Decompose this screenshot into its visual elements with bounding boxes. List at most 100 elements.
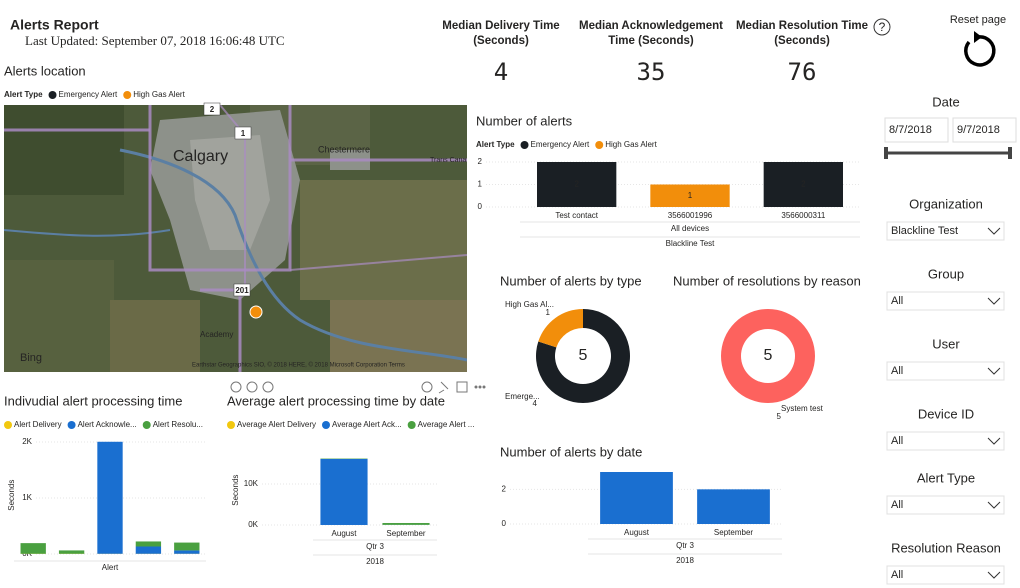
kpi-value: 76 [788, 58, 817, 86]
dropdown-value[interactable]: Blackline Test [891, 225, 958, 237]
dropdown-chevron[interactable] [987, 227, 1001, 235]
x-tick-label: 3566001996 [668, 211, 713, 220]
legend-label: Alert Delivery [14, 420, 62, 429]
dropdown-chevron[interactable] [987, 367, 1001, 375]
map-title: Alerts location [4, 63, 86, 78]
legend-title: Alert Type [476, 140, 515, 149]
x-tick-label: August [332, 529, 358, 538]
kpi-value: 4 [494, 58, 508, 86]
data-label: 2 [801, 180, 806, 189]
legend-label: High Gas Alert [605, 140, 657, 149]
kpi-label: Median Delivery Time [442, 20, 559, 32]
donut-total: 5 [579, 347, 588, 364]
date-value[interactable]: 9/7/2018 [957, 124, 1000, 136]
kpi-label: Median Resolution Time [736, 20, 868, 32]
reset-label[interactable]: Reset page [950, 14, 1006, 26]
last-updated: Last Updated: September 07, 2018 16:06:4… [25, 33, 285, 48]
road-shield-label: 1 [241, 129, 246, 138]
x-tick-label: 3566000311 [781, 211, 825, 220]
legend-title: Alert Type [4, 90, 43, 99]
x-tick-label: Test contact [555, 211, 598, 220]
data-label: 2 [574, 180, 579, 189]
bar [320, 458, 368, 525]
dropdown-chevron[interactable] [987, 297, 1001, 305]
dropdown[interactable] [886, 565, 1005, 585]
bar [763, 162, 843, 207]
help-icon[interactable]: ? [879, 20, 886, 34]
x-group-label: 2018 [366, 557, 384, 566]
legend-dot [48, 91, 57, 99]
chart-title: Number of alerts by date [500, 444, 642, 459]
kpi-label: Median Acknowledgement [579, 20, 723, 32]
legend-label: Emergency Alert [59, 90, 118, 99]
dropdown-chevron[interactable] [987, 437, 1001, 445]
road-shield [203, 102, 221, 116]
dropdown-chevron[interactable] [987, 501, 1001, 509]
x-group-label: Qtr 3 [366, 542, 384, 551]
y-axis-title: Seconds [231, 475, 240, 506]
legend-dot [520, 141, 529, 149]
road-shield [233, 283, 251, 297]
map-place: Academy [200, 330, 233, 339]
help-circle[interactable] [873, 18, 891, 36]
date-input[interactable] [952, 117, 1017, 143]
x-group-label: Blackline Test [666, 239, 716, 248]
reset-icon[interactable] [964, 31, 996, 67]
donut-slice [536, 308, 630, 403]
y-tick-label: 0 [478, 202, 483, 211]
chart-title: Number of alerts [476, 113, 573, 128]
bar [600, 472, 673, 524]
slice-label: System test [781, 404, 824, 413]
y-tick-label: 2K [22, 437, 32, 446]
dropdown-value[interactable]: All [891, 499, 903, 511]
bar [135, 541, 162, 547]
dropdown-value[interactable]: All [891, 295, 903, 307]
chart-title: Number of alerts by type [500, 273, 642, 288]
dropdown[interactable] [886, 221, 1005, 241]
x-tick-label: August [624, 528, 650, 537]
bar [135, 546, 162, 554]
legend-label: High Gas Alert [133, 90, 185, 99]
chart-title: Indivudial alert processing time [4, 393, 182, 408]
dropdown[interactable] [886, 291, 1005, 311]
kpi-label: Time (Seconds) [608, 35, 694, 47]
filter-label: Alert Type [917, 470, 975, 485]
report-title: Alerts Report [10, 17, 99, 33]
dropdown-value[interactable]: All [891, 569, 903, 581]
legend-dot [142, 421, 151, 429]
y-tick-label: 1 [478, 180, 483, 189]
legend-dot [595, 141, 604, 149]
bar [174, 550, 200, 554]
legend-label: Average Alert Delivery [237, 420, 316, 429]
dropdown[interactable] [886, 495, 1005, 515]
map-imagery [4, 105, 467, 372]
filter-label: Organization [909, 196, 983, 211]
date-value[interactable]: 8/7/2018 [889, 124, 932, 136]
x-tick-label: September [714, 528, 753, 537]
filter-label: Date [932, 94, 959, 109]
legend-label: Alert Acknowle... [78, 420, 137, 429]
slice-label: High Gas Al... [505, 300, 554, 309]
dropdown-value[interactable]: All [891, 365, 903, 377]
legend-dot [322, 421, 330, 429]
dropdown[interactable] [886, 361, 1005, 381]
map-logo: Bing [20, 352, 42, 364]
donut-slice [538, 309, 583, 348]
dropdown[interactable] [886, 431, 1005, 451]
date-input[interactable] [884, 117, 949, 143]
legend-dot [4, 421, 12, 429]
y-tick-label: 10K [244, 479, 259, 488]
date-slider[interactable] [884, 147, 1012, 159]
filter-label: Device ID [918, 406, 974, 421]
filter-label: Group [928, 266, 964, 281]
visual-toolbar[interactable] [230, 381, 486, 394]
y-tick-label: 1K [22, 493, 32, 502]
donut-slice [721, 309, 815, 403]
x-group-label: Qtr 3 [676, 541, 694, 550]
y-tick-label: 0 [502, 519, 507, 528]
bar [58, 550, 85, 554]
donut-total: 5 [764, 347, 773, 364]
y-tick-label: 2 [502, 484, 507, 493]
dropdown-value[interactable]: All [891, 435, 903, 447]
dropdown-chevron[interactable] [987, 571, 1001, 579]
